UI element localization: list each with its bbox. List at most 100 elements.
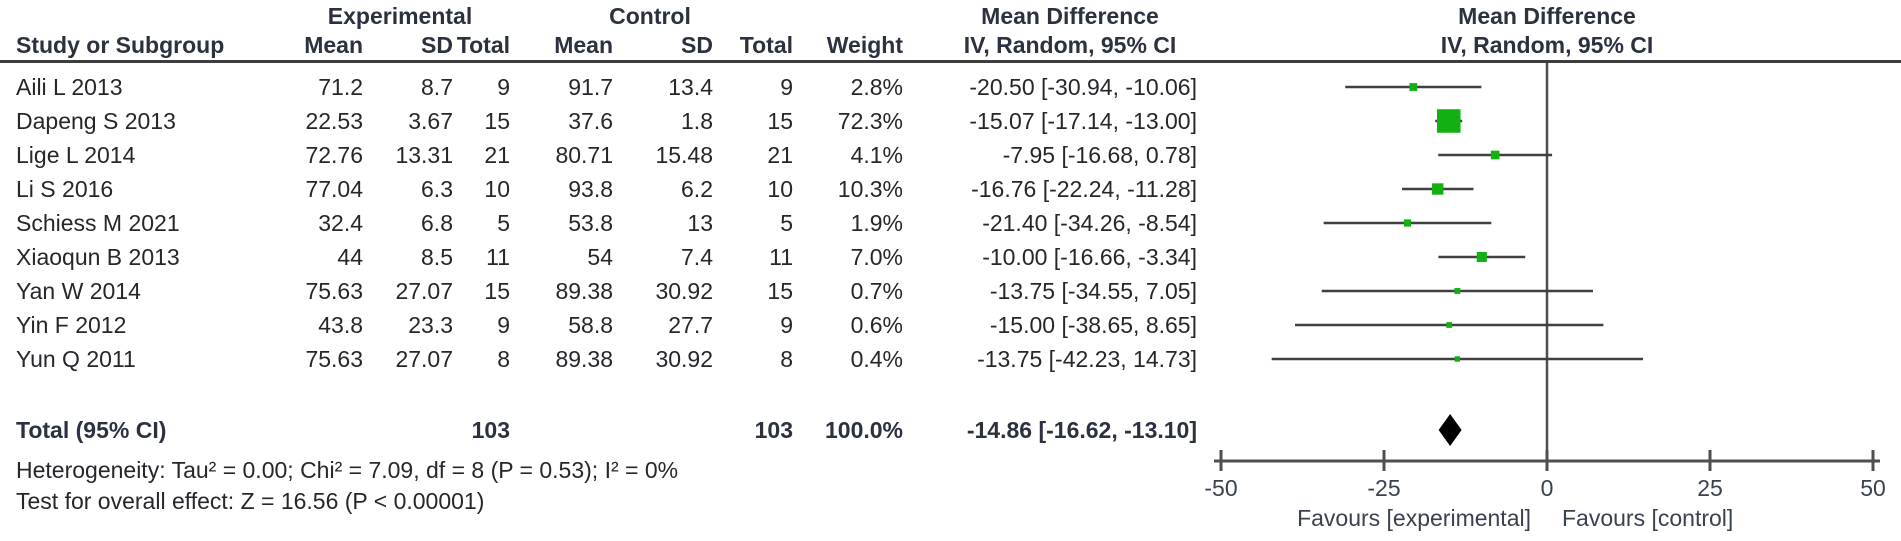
study-name: Li S 2016 [16,176,114,202]
axis-tick-label: 50 [1860,475,1886,501]
cell-mean-ctrl: 58.8 [568,312,613,338]
group-header-experimental: Experimental [327,3,473,29]
total-ctrl-n: 103 [754,417,793,443]
column-header-iv-plot: IV, Random, 95% CI [1440,32,1654,58]
total-diamond [1438,414,1462,446]
cell-total-exp: 5 [497,210,510,236]
axis-tick-label: 0 [1541,475,1554,501]
total-exp-n: 103 [471,417,510,443]
study-name: Yin F 2012 [16,312,127,338]
effect-marker [1454,356,1461,362]
cell-sd-exp: 6.3 [421,176,453,202]
column-header-total-exp: Total [456,32,510,58]
effect-marker [1454,288,1461,294]
cell-total-exp: 15 [484,278,510,304]
column-header-mean-difference-text: Mean Difference [981,3,1159,29]
study-name: Lige L 2014 [16,142,136,168]
effect-marker [1446,322,1453,328]
study-row: Li S 2016 77.04 6.3 10 93.8 6.2 10 10.3% -16.76 … [0,174,1901,204]
cell-weight: 72.3% [837,108,903,134]
cell-total-exp: 15 [484,108,510,134]
cell-mean-exp: 75.63 [305,278,363,304]
cell-total-exp: 21 [484,142,510,168]
cell-mean-exp: 44 [337,244,363,270]
effect-marker [1403,219,1412,227]
effect-marker [1476,251,1487,263]
column-header-mean-difference-plot: Mean Difference [1458,3,1636,29]
cell-total-exp: 9 [497,74,510,100]
cell-total-ctrl: 9 [780,312,793,338]
group-header-control: Control [609,3,691,29]
cell-weight: 1.9% [850,210,903,236]
cell-weight: 0.6% [850,312,903,338]
cell-total-ctrl: 15 [767,108,793,134]
cell-total-ctrl: 11 [769,244,793,270]
study-name: Schiess M 2021 [16,210,180,236]
header-rule [0,60,1901,63]
cell-sd-exp: 8.5 [421,244,453,270]
study-name: Aili L 2013 [16,74,123,100]
column-header-sd-exp: SD [421,32,453,58]
favours-experimental-label: Favours [experimental] [1297,505,1531,531]
study-name: Yun Q 2011 [16,346,136,372]
cell-total-exp: 11 [486,244,510,270]
column-header-mean-exp: Mean [304,32,363,58]
axis-tick-label: -25 [1367,475,1400,501]
column-header-weight: Weight [826,32,903,58]
cell-mean-ctrl: 91.7 [568,74,613,100]
cell-weight: 2.8% [850,74,903,100]
column-header-total-ctrl: Total [739,32,793,58]
cell-mean-exp: 22.53 [305,108,363,134]
cell-mean-ctrl: 37.6 [568,108,613,134]
cell-sd-ctrl: 30.92 [655,346,713,372]
cell-sd-ctrl: 1.8 [681,108,713,134]
cell-weight: 0.7% [850,278,903,304]
cell-ci-text: -10.00 [-16.66, -3.34] [982,244,1197,270]
cell-sd-ctrl: 6.2 [681,176,713,202]
study-name: Dapeng S 2013 [16,108,176,134]
cell-mean-exp: 32.4 [318,210,363,236]
cell-mean-ctrl: 53.8 [568,210,613,236]
cell-sd-ctrl: 15.48 [655,142,713,168]
cell-ci-text: -16.76 [-22.24, -11.28] [971,176,1197,202]
total-ci-text: -14.86 [-16.62, -13.10] [966,417,1197,443]
cell-sd-exp: 23.3 [408,312,453,338]
cell-total-ctrl: 21 [767,142,793,168]
cell-sd-ctrl: 13 [687,210,713,236]
cell-sd-ctrl: 30.92 [655,278,713,304]
column-header-study: Study or Subgroup [16,32,225,58]
effect-marker [1490,150,1500,160]
cell-sd-ctrl: 27.7 [668,312,713,338]
cell-mean-ctrl: 93.8 [568,176,613,202]
cell-mean-exp: 75.63 [305,346,363,372]
effect-marker [1432,183,1444,195]
study-row: Schiess M 2021 32.4 6.8 5 53.8 13 5 1.9% -21.40 … [0,208,1901,238]
cell-sd-exp: 13.31 [395,142,453,168]
cell-total-exp: 10 [484,176,510,202]
cell-total-ctrl: 15 [767,278,793,304]
cell-ci-text: -7.95 [-16.68, 0.78] [1002,142,1197,168]
heterogeneity-stats: Heterogeneity: Tau² = 0.00; Chi² = 7.09,… [16,457,679,483]
cell-mean-exp: 43.8 [318,312,363,338]
cell-total-exp: 8 [497,346,510,372]
cell-mean-ctrl: 80.71 [555,142,613,168]
study-row: Dapeng S 2013 22.53 3.67 15 37.6 1.8 15 72.3% -1… [0,106,1901,136]
total-row: Total (95% CI) 103 103 100.0% -14.86 [-1… [0,415,1901,445]
axis-tick-label: -50 [1204,475,1237,501]
study-row: Yan W 2014 75.63 27.07 15 89.38 30.92 15 0.7% -1… [0,276,1901,306]
cell-mean-exp: 77.04 [305,176,363,202]
study-name: Xiaoqun B 2013 [16,244,180,270]
cell-mean-ctrl: 89.38 [555,346,613,372]
effect-marker [1409,83,1418,91]
cell-ci-text: -15.00 [-38.65, 8.65] [989,312,1197,338]
cell-sd-exp: 3.67 [408,108,453,134]
cell-weight: 4.1% [850,142,903,168]
cell-mean-ctrl: 54 [587,244,613,270]
cell-weight: 7.0% [850,244,903,270]
effect-marker [1436,109,1461,133]
study-row: Yun Q 2011 75.63 27.07 8 89.38 30.92 8 0.4% -13.… [0,344,1901,374]
favours-control-label: Favours [control] [1562,505,1733,531]
cell-total-exp: 9 [497,312,510,338]
column-header-sd-ctrl: SD [681,32,713,58]
